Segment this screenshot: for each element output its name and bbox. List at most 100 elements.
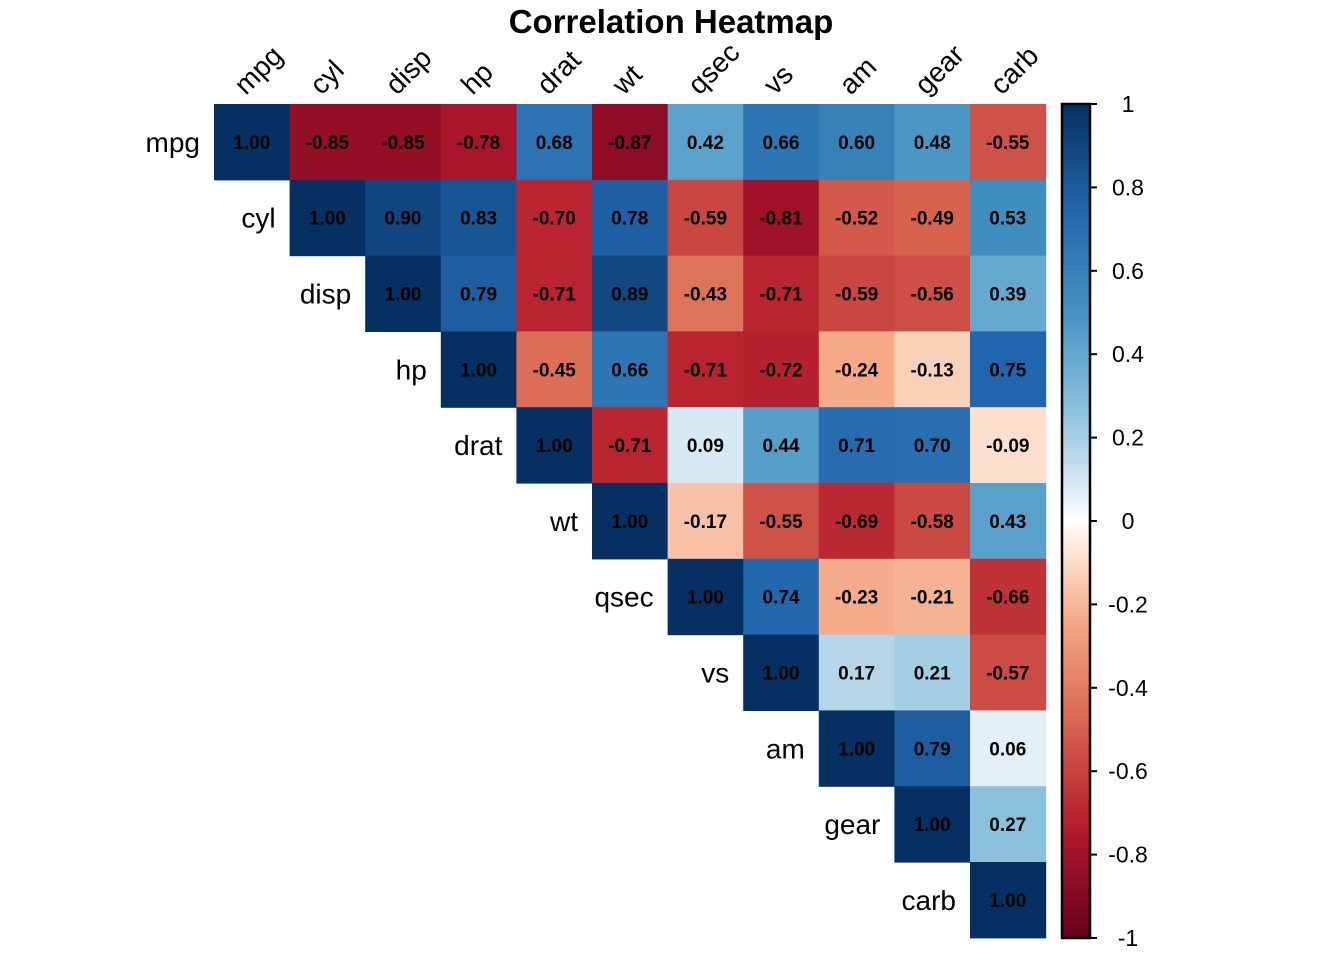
- heatmap-cell-drat-gear: [894, 407, 971, 484]
- cell-value-disp-gear: -0.56: [911, 285, 954, 306]
- cell-value-cyl-hp: 0.83: [460, 209, 497, 230]
- heatmap-cell-mpg-cyl: [289, 104, 366, 181]
- heatmap-cell-drat-carb: [970, 407, 1047, 484]
- cell-value-mpg-vs: 0.66: [763, 133, 800, 154]
- row-label-mpg: mpg: [146, 127, 200, 158]
- heatmap-cell-cyl-wt: [592, 179, 669, 257]
- cell-value-wt-wt: 1.00: [611, 512, 648, 533]
- cell-value-mpg-gear: 0.48: [914, 133, 951, 154]
- heatmap-cell-am-gear: [894, 710, 971, 787]
- cell-value-gear-carb: 0.27: [989, 815, 1026, 836]
- heatmap-cell-hp-vs: [743, 331, 820, 408]
- cell-value-mpg-disp: -0.85: [381, 133, 425, 154]
- cell-value-cyl-drat: -0.70: [533, 209, 576, 230]
- heatmap-cell-carb-carb: [970, 862, 1047, 939]
- cell-value-cyl-vs: -0.81: [759, 209, 803, 230]
- cell-value-disp-wt: 0.89: [611, 285, 648, 306]
- heatmap-cell-qsec-am: [818, 558, 895, 636]
- cell-value-cyl-wt: 0.78: [611, 209, 648, 230]
- heatmap-cell-mpg-wt: [592, 104, 669, 181]
- cell-value-mpg-qsec: 0.42: [687, 133, 724, 154]
- heatmap-cell-disp-drat: [516, 255, 593, 332]
- heatmap-cell-cyl-hp: [440, 179, 517, 257]
- cell-value-mpg-hp: -0.78: [457, 133, 500, 154]
- cell-value-carb-carb: 1.00: [989, 891, 1026, 912]
- heatmap-cell-cyl-am: [818, 179, 895, 257]
- cell-value-wt-vs: -0.55: [759, 512, 803, 533]
- cell-value-qsec-qsec: 1.00: [687, 588, 724, 609]
- legend-ticks: 1 0.8 0.6 0.4 0.2 0 -0.2 -0.4 -0.6 -0.8 -1: [1090, 91, 1148, 951]
- column-label-drat: drat: [531, 44, 587, 100]
- column-label-qsec: qsec: [682, 36, 746, 100]
- cell-value-disp-am: -0.59: [835, 285, 878, 306]
- heatmap-cell-cyl-disp: [365, 179, 442, 257]
- heatmap-cell-cyl-gear: [894, 179, 971, 257]
- column-label-carb: carb: [984, 40, 1044, 100]
- row-label-qsec: qsec: [594, 582, 653, 613]
- cell-value-am-gear: 0.79: [914, 739, 951, 760]
- column-label-mpg: mpg: [228, 40, 288, 100]
- heatmap-cell-disp-wt: [592, 255, 669, 332]
- heatmap-cell-hp-carb: [970, 331, 1047, 408]
- legend-tick-label: 1: [1122, 91, 1135, 117]
- cell-value-disp-hp: 0.79: [460, 285, 497, 306]
- cell-value-qsec-carb: -0.66: [986, 588, 1029, 609]
- cell-value-vs-vs: 1.00: [763, 664, 800, 685]
- heatmap-cell-gear-gear: [894, 786, 971, 863]
- cell-value-hp-hp: 1.00: [460, 360, 497, 381]
- chart-title: Correlation Heatmap: [509, 3, 834, 40]
- cell-value-drat-qsec: 0.09: [687, 436, 724, 457]
- heatmap-cell-cyl-qsec: [667, 179, 744, 257]
- legend-tick-label: -0.8: [1108, 842, 1148, 868]
- cell-value-hp-drat: -0.45: [533, 360, 577, 381]
- cell-value-hp-gear: -0.13: [911, 360, 954, 381]
- cell-value-drat-carb: -0.09: [986, 436, 1029, 457]
- legend-tick-label: -1: [1118, 925, 1138, 951]
- cell-value-cyl-cyl: 1.00: [309, 209, 346, 230]
- heatmap-cell-disp-hp: [440, 255, 517, 332]
- heatmap-cell-vs-carb: [970, 634, 1047, 711]
- column-label-gear: gear: [909, 39, 971, 101]
- cell-value-disp-qsec: -0.43: [684, 285, 727, 306]
- cell-value-wt-am: -0.69: [835, 512, 878, 533]
- legend-tick-label: -0.6: [1108, 758, 1148, 784]
- heatmap-cell-cyl-vs: [743, 179, 820, 257]
- heatmap-cell-drat-wt: [592, 407, 669, 484]
- heatmap-cell-am-carb: [970, 710, 1047, 787]
- cell-value-wt-qsec: -0.17: [684, 512, 727, 533]
- column-label-wt: wt: [605, 58, 648, 101]
- row-label-carb: carb: [902, 885, 956, 916]
- cell-value-cyl-carb: 0.53: [989, 209, 1026, 230]
- column-label-disp: disp: [379, 42, 437, 100]
- cell-value-drat-gear: 0.70: [914, 436, 951, 457]
- cell-value-gear-gear: 1.00: [914, 815, 951, 836]
- heatmap-cell-vs-vs: [743, 634, 820, 711]
- cell-value-hp-am: -0.24: [835, 360, 879, 381]
- cell-value-drat-am: 0.71: [838, 436, 875, 457]
- heatmap-cell-mpg-vs: [743, 104, 820, 181]
- heatmap-cell-qsec-qsec: [667, 558, 744, 636]
- heatmap-cell-hp-qsec: [667, 331, 744, 408]
- cell-value-disp-vs: -0.71: [759, 285, 803, 306]
- heatmap-cell-wt-vs: [743, 483, 820, 560]
- column-label-cyl: cyl: [304, 54, 350, 100]
- heatmap-cell-disp-vs: [743, 255, 820, 332]
- cell-value-wt-gear: -0.58: [911, 512, 954, 533]
- color-legend: 1 0.8 0.6 0.4 0.2 0 -0.2 -0.4 -0.6 -0.8 -1: [1060, 91, 1148, 951]
- legend-tick-label: 0.4: [1112, 341, 1144, 367]
- heatmap-cell-mpg-drat: [516, 104, 593, 181]
- heatmap-cell-qsec-carb: [970, 558, 1047, 636]
- cell-value-mpg-drat: 0.68: [536, 133, 573, 154]
- heatmap-cell-drat-am: [818, 407, 895, 484]
- cell-value-am-carb: 0.06: [989, 739, 1026, 760]
- cell-value-vs-carb: -0.57: [986, 664, 1029, 685]
- column-label-hp: hp: [455, 56, 499, 100]
- row-label-wt: wt: [549, 506, 578, 537]
- heatmap-cell-disp-disp: [365, 255, 442, 332]
- heatmap-cell-mpg-am: [818, 104, 895, 181]
- row-label-cyl: cyl: [241, 203, 275, 234]
- cell-value-am-am: 1.00: [838, 739, 875, 760]
- cell-value-drat-wt: -0.71: [608, 436, 652, 457]
- cell-value-mpg-mpg: 1.00: [233, 133, 270, 154]
- heatmap-cell-hp-drat: [516, 331, 593, 408]
